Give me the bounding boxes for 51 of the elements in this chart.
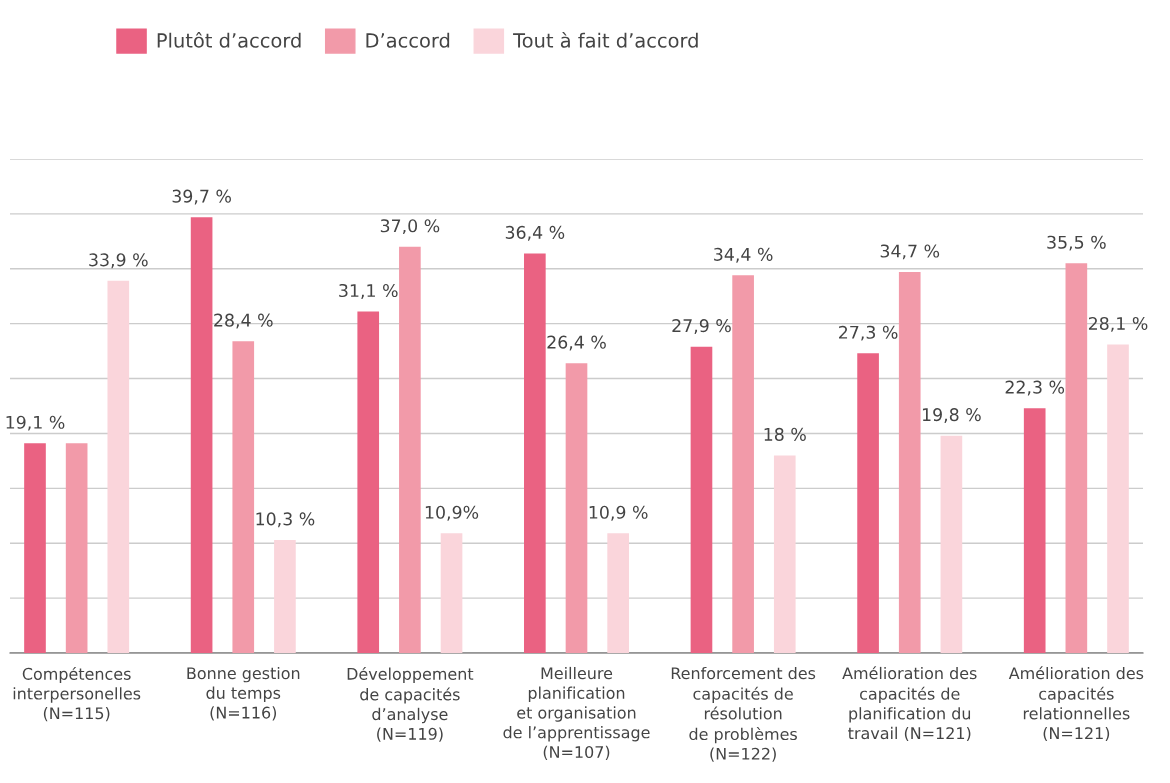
data-label: 34,7 % <box>880 244 940 260</box>
data-label: 28,4 % <box>214 313 273 329</box>
bar <box>1065 263 1088 653</box>
data-label: 10,9% <box>425 505 479 521</box>
legend-label: D’accord <box>366 32 450 48</box>
x-tick-label: Amélioration des capacités relationnelles (N=121) <box>1008 666 1144 742</box>
bar <box>357 311 380 653</box>
x-tick-label: Amélioration des capacités de planification du travail (N=121) <box>842 666 977 742</box>
bar <box>565 363 588 653</box>
bar <box>65 443 88 653</box>
data-label: 19,8 % <box>922 408 981 423</box>
bar <box>190 217 213 653</box>
data-label: 35,5 % <box>1047 235 1106 251</box>
data-label: 27,9 % <box>672 319 731 335</box>
bar <box>107 280 130 653</box>
data-label: 10,9 % <box>589 505 648 521</box>
bar <box>607 533 629 653</box>
x-tick-label: Renforcement des capacités de résolution de problèmes (N=122) <box>671 666 816 762</box>
x-tick-label: Compétences interpersonelles (N=115) <box>13 666 141 722</box>
data-label: 34,4 % <box>714 247 773 263</box>
data-label: 31,1 % <box>339 283 398 299</box>
data-label: 37,0 % <box>380 219 440 235</box>
data-label: 27,3 % <box>839 325 898 341</box>
bar <box>940 435 963 653</box>
data-label: 39,7 % <box>172 189 231 205</box>
bar <box>1107 344 1129 653</box>
bar <box>232 341 255 653</box>
data-label: 28,1 % <box>1088 316 1148 332</box>
data-label: 36,4 % <box>505 225 565 241</box>
bar <box>274 539 296 653</box>
bar <box>1023 408 1046 653</box>
x-tick-label: Meilleure planification et organisation de l’apprentissage (N=107) <box>503 666 650 760</box>
bar <box>857 353 879 653</box>
bar <box>24 443 46 653</box>
x-tick-label: Développement de capacités d’analyse (N=119) <box>347 666 474 742</box>
data-label: 22,3 % <box>1005 380 1065 396</box>
bar <box>732 275 754 653</box>
data-label: 10,3 % <box>256 512 315 528</box>
bar <box>690 346 713 653</box>
x-tick-label: Bonne gestion du temps (N=116) <box>187 666 300 721</box>
bar <box>440 533 463 653</box>
legend-label: Plutôt d’accord <box>157 31 301 48</box>
bar <box>898 272 921 653</box>
legend-label: Tout à fait d’accord <box>513 31 698 48</box>
bar <box>399 246 421 653</box>
data-label: 33,9 % <box>89 253 148 269</box>
bar <box>773 455 796 653</box>
bar <box>524 253 546 653</box>
data-label: 26,4 % <box>547 335 606 351</box>
data-label: 18 % <box>764 427 806 441</box>
data-label: 19,1 % <box>6 415 65 431</box>
